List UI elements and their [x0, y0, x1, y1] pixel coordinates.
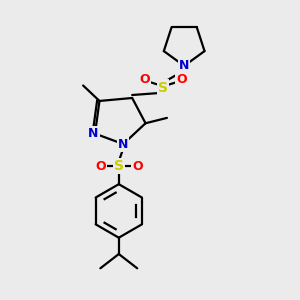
Text: N: N	[88, 127, 99, 140]
Text: O: O	[95, 160, 106, 173]
Text: N: N	[118, 138, 128, 151]
Text: O: O	[140, 73, 150, 86]
Text: S: S	[114, 159, 124, 173]
Text: O: O	[132, 160, 142, 173]
Text: O: O	[176, 73, 187, 86]
Text: N: N	[179, 59, 189, 72]
Text: S: S	[158, 81, 168, 94]
